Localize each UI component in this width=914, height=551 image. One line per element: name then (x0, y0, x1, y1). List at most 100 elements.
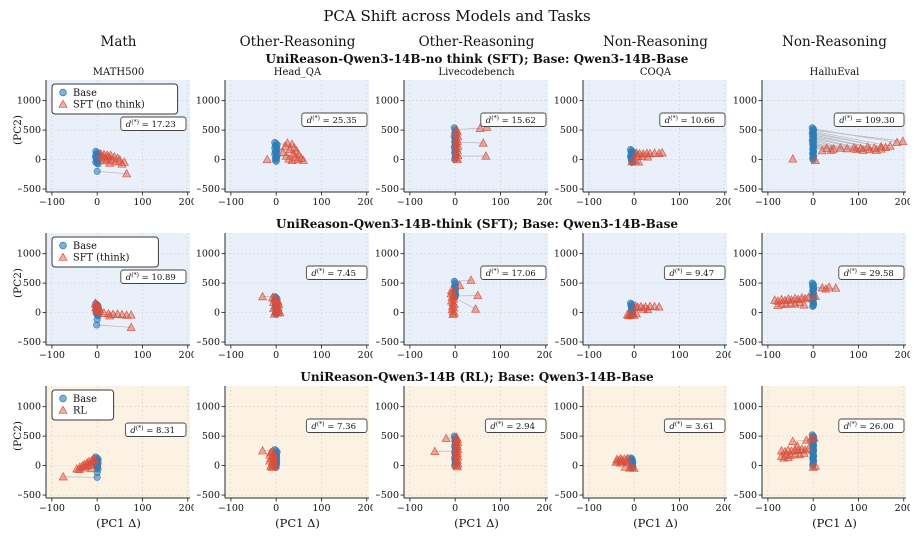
legend-shift-marker-icon (58, 405, 68, 414)
svg-text:1000: 1000 (376, 96, 399, 107)
task-title-head-qa: Head_QA (273, 67, 322, 78)
svg-text:200: 200 (537, 197, 552, 208)
distance-annotation: d(*) = 25.35 (301, 112, 368, 127)
scatter-panel-r3-c3: −100 0 100 200 −500 0 500 1000 d(*) = 2.94 (376, 386, 552, 514)
base-points (808, 279, 818, 310)
distance-annotation: d(*) = 3.61 (663, 418, 726, 433)
legend-base-marker-icon (59, 88, 67, 97)
scatter-panel-r3-c5: −100 0 100 200 −500 0 500 1000 d(*) = 26.00 (734, 386, 910, 514)
grid-lines (583, 233, 727, 345)
column-header-other-reasoning-1: Other-Reasoning (239, 34, 356, 50)
distance-annotation: d(*) = 8.31 (124, 422, 187, 437)
axes (224, 80, 369, 193)
svg-text:500: 500 (23, 278, 41, 289)
svg-text:−500: −500 (18, 490, 41, 501)
svg-text:200: 200 (358, 503, 373, 514)
svg-text:0: 0 (751, 155, 757, 166)
plot-background (583, 233, 727, 345)
distance-annotation: d(*) = 17.06 (480, 265, 547, 280)
svg-text:500: 500 (739, 125, 757, 136)
svg-text:0: 0 (214, 308, 220, 319)
grid-lines (225, 80, 369, 192)
svg-text:500: 500 (560, 278, 578, 289)
scatter-panel-r3-c4: −100 0 100 200 −500 0 500 1000 d(*) = 3.61 (555, 386, 731, 514)
axes (761, 80, 906, 193)
svg-text:−500: −500 (376, 184, 399, 195)
tick-labels: −100 0 100 200 −500 0 500 1000 (376, 249, 552, 361)
distance-annotation: d(*) = 2.94 (484, 418, 547, 433)
svg-text:500: 500 (23, 431, 41, 442)
svg-text:−500: −500 (555, 337, 578, 348)
axes (45, 233, 190, 346)
svg-text:200: 200 (179, 350, 194, 361)
svg-text:100: 100 (491, 503, 509, 514)
svg-text:−100: −100 (39, 503, 65, 514)
svg-text:500: 500 (739, 431, 757, 442)
task-title-coqa: COQA (639, 67, 672, 78)
svg-text:−100: −100 (576, 350, 602, 361)
svg-text:200: 200 (895, 503, 910, 514)
svg-text:1000: 1000 (555, 402, 578, 413)
plot-background (225, 233, 369, 345)
scatter-panel-r1-c5: −100 0 100 200 −500 0 500 1000 d(*) = 109.30 (734, 80, 910, 208)
axes (45, 80, 190, 193)
svg-text:500: 500 (560, 125, 578, 136)
svg-text:d(*) = 25.35: d(*) = 25.35 (307, 115, 357, 126)
svg-text:−500: −500 (18, 184, 41, 195)
shift-points (257, 291, 285, 318)
shift-points (257, 445, 279, 471)
svg-text:100: 100 (849, 503, 867, 514)
svg-text:200: 200 (537, 503, 552, 514)
svg-text:200: 200 (716, 350, 731, 361)
y-axis-label: (PC2) (12, 268, 24, 298)
task-titles: MATH500 Head_QA Livecodebench COQA Hallu… (18, 67, 914, 78)
svg-text:100: 100 (491, 197, 509, 208)
legend-shift-marker-icon (58, 99, 68, 108)
svg-text:500: 500 (23, 125, 41, 136)
tick-labels: −100 0 100 200 −500 0 500 1000 (555, 96, 731, 208)
svg-text:1000: 1000 (197, 402, 220, 413)
axes (224, 233, 369, 346)
svg-text:d(*) = 9.47: d(*) = 9.47 (669, 268, 714, 279)
svg-text:100: 100 (133, 503, 151, 514)
base-points (271, 138, 281, 165)
svg-text:−100: −100 (218, 503, 244, 514)
svg-text:−500: −500 (734, 184, 757, 195)
svg-text:−100: −100 (755, 503, 781, 514)
distance-annotation: d(*) = 7.45 (305, 265, 368, 280)
x-axis-label: (PC1 Δ) (812, 516, 857, 530)
column-header-non-reasoning-1: Non-Reasoning (603, 34, 708, 50)
shift-points (622, 301, 664, 320)
svg-text:200: 200 (358, 197, 373, 208)
svg-text:d(*) = 7.36: d(*) = 7.36 (311, 421, 356, 432)
svg-text:0: 0 (94, 350, 100, 361)
svg-text:d(*) = 29.58: d(*) = 29.58 (844, 268, 894, 279)
svg-text:0: 0 (810, 350, 816, 361)
svg-text:0: 0 (572, 461, 578, 472)
svg-text:d(*) = 8.31: d(*) = 8.31 (130, 425, 175, 436)
svg-text:0: 0 (393, 155, 399, 166)
column-header-other-reasoning-2: Other-Reasoning (418, 34, 535, 50)
distance-annotation: d(*) = 26.00 (838, 418, 905, 433)
svg-text:0: 0 (810, 197, 816, 208)
shift-points (627, 147, 667, 166)
svg-text:0: 0 (393, 308, 399, 319)
svg-text:1000: 1000 (376, 249, 399, 260)
svg-text:d(*) = 17.23: d(*) = 17.23 (126, 119, 176, 130)
grid-lines (225, 386, 369, 498)
svg-text:0: 0 (572, 155, 578, 166)
svg-text:0: 0 (631, 350, 637, 361)
plot-background (762, 386, 906, 498)
svg-text:0: 0 (35, 308, 41, 319)
svg-text:0: 0 (452, 503, 458, 514)
plot-background (404, 386, 548, 498)
tick-labels: −100 0 100 200 −500 0 500 1000 (376, 96, 552, 208)
legend-base-marker-icon (59, 241, 67, 250)
svg-text:−100: −100 (218, 350, 244, 361)
svg-text:0: 0 (273, 503, 279, 514)
column-header-math: Math (100, 34, 137, 50)
base-points (808, 124, 818, 164)
